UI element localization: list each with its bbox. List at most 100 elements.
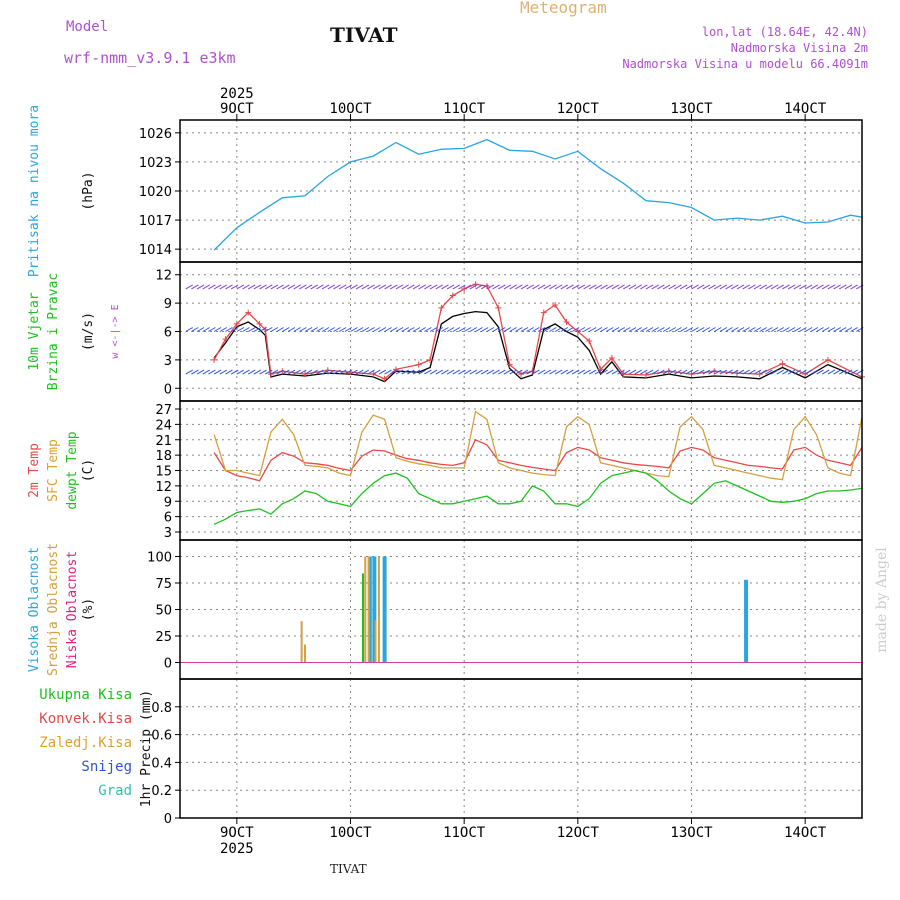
wind-barb [651,284,659,290]
cloud-bar [304,644,307,663]
wind-barb [429,369,438,375]
wind-barb [327,369,336,375]
wind-barb [600,369,608,375]
x-tick-label-bottom: 10OCT [329,825,372,841]
wind-barb [725,369,733,375]
wind-barb [338,369,347,375]
lonlat-label: lon,lat (18.64E, 42.4N) [701,25,868,39]
gust-marker [756,371,763,378]
wind-barb [265,327,273,332]
gust-marker [438,304,445,311]
wind-barb [560,369,569,375]
x-tick-label-top: 11OCT [443,101,486,117]
wind-barb [509,327,517,332]
wind-barb [702,369,711,375]
wind-barb [446,369,455,375]
wind-barb [606,369,614,375]
wind-barb [850,284,858,290]
wind-barb [492,284,500,290]
wind-barb [412,369,421,375]
wind-barb [827,327,836,332]
wind-barb [458,327,466,332]
wind-barb [424,369,432,375]
wind-barb [242,327,250,332]
gust-marker [518,371,524,378]
y-axis-label: Srednja Oblacnost [46,543,61,676]
wind-barb [708,284,716,290]
wind-barb [316,327,324,332]
wind-barb [640,284,648,290]
wind-barb [617,369,625,375]
wind-barb [679,327,688,332]
wind-barb [793,284,802,290]
wind-barb [657,369,665,375]
wind-barb [355,369,364,375]
wind-barb [282,284,290,290]
wind-barb [503,284,512,290]
wind-barb [259,369,267,375]
y-tick-label: 24 [155,418,172,433]
wind-barb [310,327,318,332]
y-tick-label: 6 [164,511,172,526]
wind-barb [225,369,233,375]
wind-barb [685,284,694,290]
wind-barb [350,284,358,290]
wind-barb [230,327,239,332]
y-axis-label: (m/s) [81,312,96,351]
y-tick-label: 3 [164,354,172,369]
year-label-top: 2025 [220,86,254,102]
panel-frame [179,678,863,819]
wind-barb [259,284,267,290]
wind-barb [679,284,688,290]
wind-barb [748,327,756,332]
wind-barb [333,369,341,375]
wind-barb [594,369,603,375]
wind-barb [782,369,790,375]
wind-barb [810,327,819,332]
y-tick-label: 3 [164,526,172,541]
wind-barb [816,369,824,375]
precip-legend-label: Zaledj.Kisa [39,735,132,751]
wind-barb [594,327,603,332]
y-axis-label: Niska Oblacnost [65,551,80,668]
wind-barb [645,369,654,375]
gust-marker [779,360,786,367]
cloud-bar [377,556,380,663]
wind-barb [395,369,404,375]
wind-barb [691,369,699,375]
wind-barb [384,369,392,375]
wind-barb [833,327,841,332]
wind-barb [475,327,483,332]
wind-barb [213,327,222,332]
wind-barb [367,369,375,375]
x-tick-label-top: 9OCT [220,101,254,117]
y-tick-label: 0 [164,812,172,827]
wind-barb [594,284,603,290]
wind-barb [458,369,466,375]
gust-marker [267,371,274,378]
wind-barb [276,369,284,375]
wind-barb [361,284,370,290]
y-tick-label: 0.4 [151,756,172,771]
wind-barb [452,369,461,375]
cloud-bar [300,621,303,663]
wind-barb [827,284,836,290]
wind-barb [287,369,296,375]
wind-barb [480,369,489,375]
wind-barb [833,369,841,375]
wind-barb [242,284,250,290]
wind-barb [736,284,745,290]
wind-barb [532,284,540,290]
wind-barb [850,327,858,332]
wind-barb [503,327,512,332]
wind-barb [532,327,540,332]
wind-barb [515,284,523,290]
wind-barb [765,327,773,332]
wind-barb [821,284,830,290]
wind-barb [253,284,262,290]
cloud-bar [374,620,377,663]
wind-barb [532,369,540,375]
wind-barb [793,327,802,332]
wind-barb [526,284,534,290]
station-title: TIVAT [330,23,398,47]
